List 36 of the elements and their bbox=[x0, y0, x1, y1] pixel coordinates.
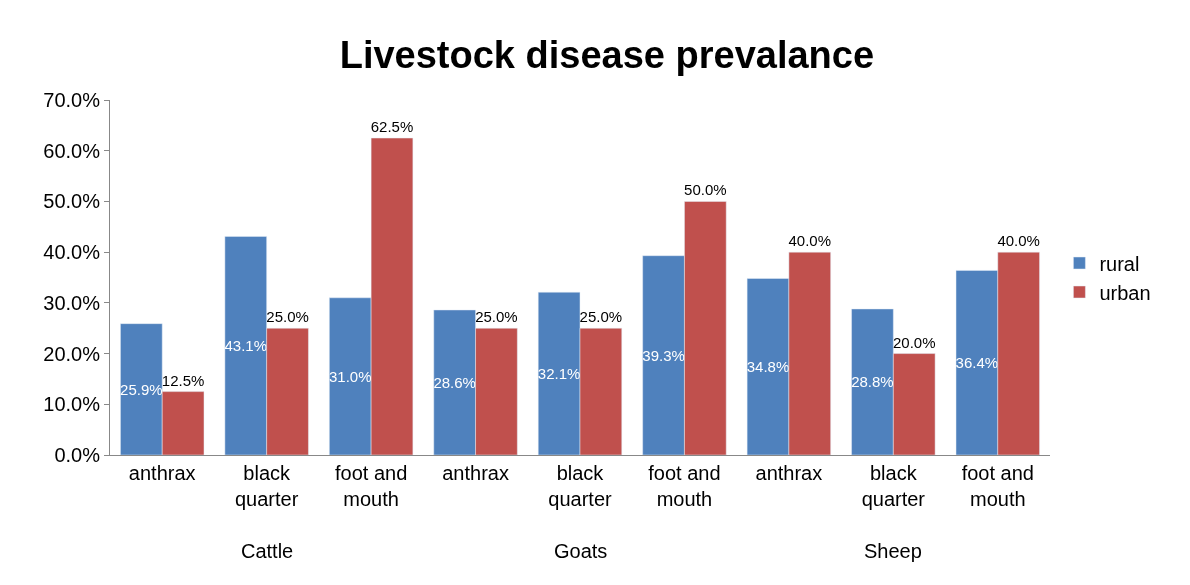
x-tick-label: foot and mouth bbox=[648, 462, 721, 510]
data-label: 28.8% bbox=[851, 373, 894, 391]
legend-label: rural bbox=[1099, 252, 1140, 275]
y-tick-label: 20.0% bbox=[43, 342, 101, 365]
data-label: 25.0% bbox=[579, 308, 623, 326]
y-tick-label: 70.0% bbox=[43, 89, 101, 111]
text: Cattle bbox=[241, 540, 294, 562]
x-tick-label: black quarter bbox=[548, 462, 613, 510]
y-tick-label: 10.0% bbox=[43, 393, 101, 416]
text: Goats bbox=[554, 540, 608, 562]
y-tick-label: 60.0% bbox=[43, 139, 101, 162]
x-tick-label: anthrax bbox=[442, 462, 509, 484]
x-tick-label: black quarter bbox=[861, 462, 926, 510]
x-tick-label: anthrax bbox=[128, 462, 196, 484]
data-label: 12.5% bbox=[161, 371, 205, 389]
y-tick-label: 40.0% bbox=[43, 241, 101, 264]
chart-title: Livestock disease prevalance bbox=[339, 33, 875, 76]
data-label: 31.0% bbox=[328, 367, 372, 385]
data-label: 20.0% bbox=[892, 333, 936, 351]
data-label: 40.0% bbox=[788, 232, 832, 250]
x-tick-label: foot and mouth bbox=[334, 462, 408, 510]
x-tick-label: black quarter bbox=[234, 462, 299, 510]
legend-label: urban bbox=[1099, 281, 1151, 304]
data-label: 50.0% bbox=[684, 181, 727, 199]
data-label: 40.0% bbox=[997, 232, 1040, 250]
y-tick-label: 30.0% bbox=[43, 291, 101, 314]
data-label: 62.5% bbox=[370, 118, 414, 136]
text: Sheep bbox=[864, 540, 922, 562]
data-label: 25.0% bbox=[475, 308, 518, 326]
x-tick-label: foot and mouth bbox=[961, 462, 1034, 510]
x-tick-label: anthrax bbox=[755, 462, 823, 484]
y-tick-label: 0.0% bbox=[54, 444, 101, 466]
y-tick-label: 50.0% bbox=[43, 190, 101, 213]
data-label: 34.8% bbox=[746, 358, 790, 376]
data-label: 25.0% bbox=[266, 308, 309, 326]
data-label: 32.1% bbox=[537, 365, 581, 383]
